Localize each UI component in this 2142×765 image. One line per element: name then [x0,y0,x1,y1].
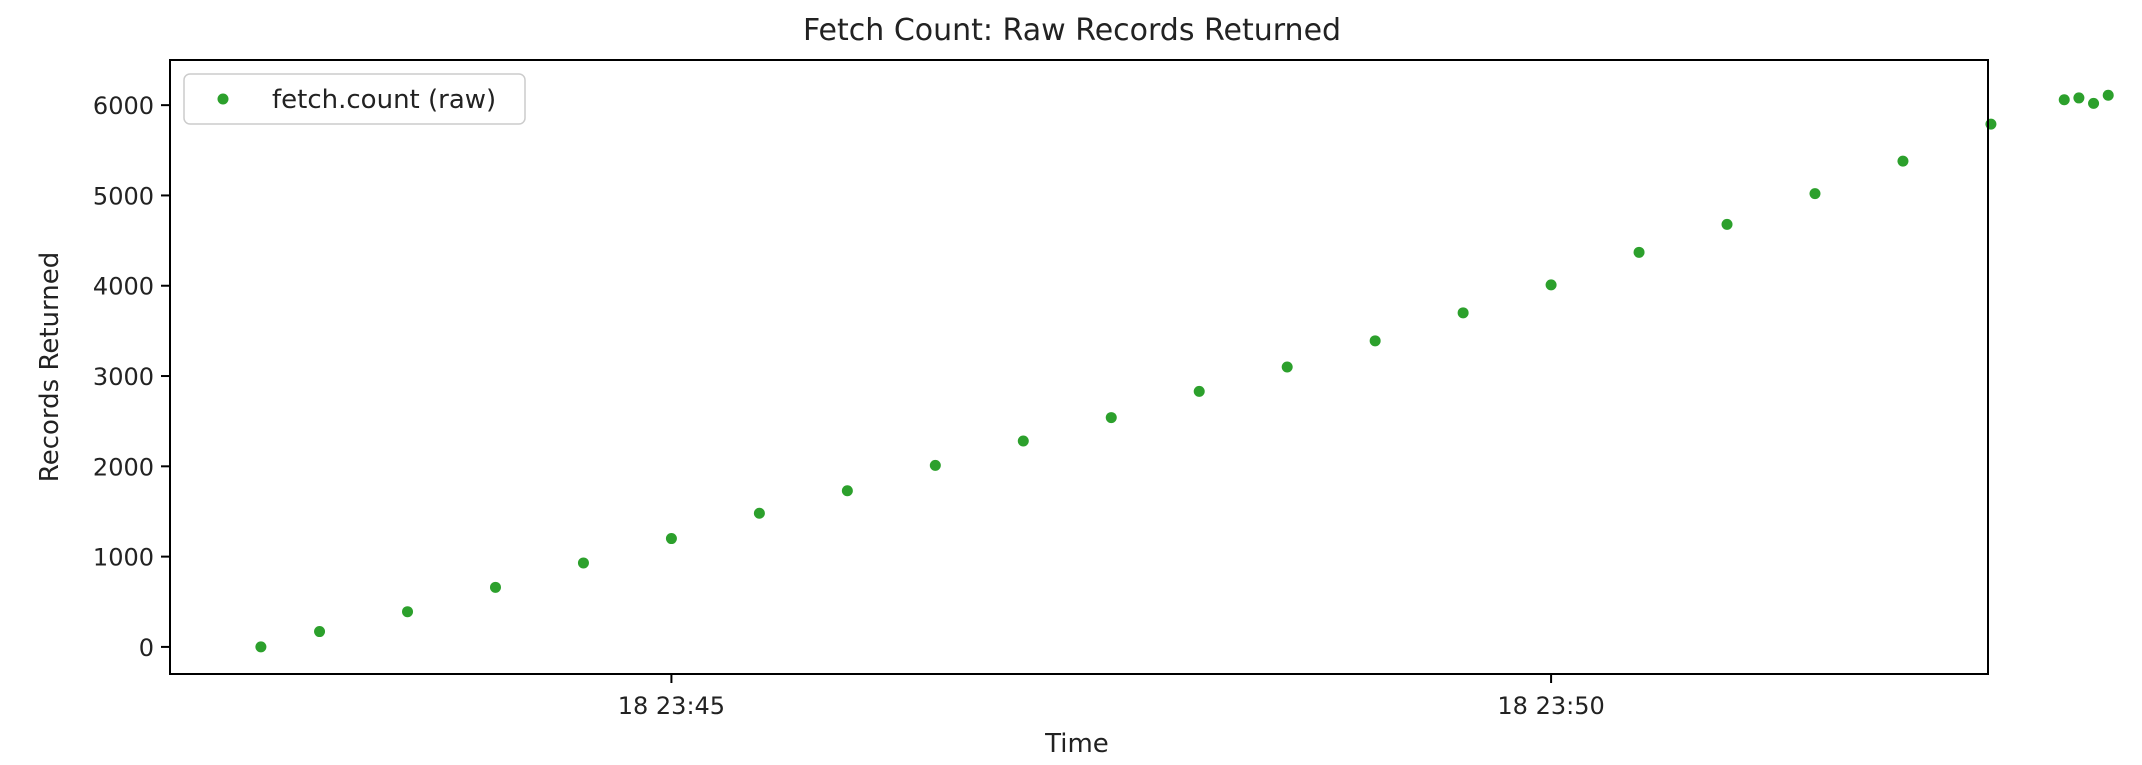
data-point [1721,218,1733,230]
data-point [1545,279,1557,291]
data-point [2102,89,2114,101]
data-point [929,459,941,471]
x-tick-label: 18 23:45 [618,692,725,720]
data-point [489,581,501,593]
y-axis-label: Records Returned [35,252,65,482]
data-point [577,557,589,569]
data-point [314,626,326,638]
y-tick-label: 0 [139,634,154,662]
data-point [2058,94,2070,106]
legend-marker-icon [217,93,229,105]
y-tick-label: 3000 [93,363,154,391]
data-point [841,485,853,497]
data-point [665,533,677,545]
data-point [2088,97,2100,109]
data-point [1633,246,1645,258]
data-point [1897,155,1909,167]
y-axis-ticks: 0 1000 2000 3000 4000 5000 6000 [93,92,170,662]
data-point [1457,307,1469,319]
data-point [2073,92,2085,104]
legend: fetch.count (raw) [183,73,526,125]
data-point [1105,412,1117,424]
y-tick-label: 2000 [93,453,154,481]
y-tick-label: 5000 [93,182,154,210]
legend-label: fetch.count (raw) [272,85,496,115]
x-tick-label: 18 23:50 [1497,692,1604,720]
y-tick-label: 6000 [93,92,154,120]
data-point [1281,361,1293,373]
data-point [1809,188,1821,200]
y-tick-label: 1000 [93,544,154,572]
data-point [255,641,267,653]
legend-box [183,73,526,125]
x-axis-label: Time [1044,729,1109,759]
data-point [753,507,765,519]
x-axis-ticks: 18 23:45 18 23:50 [618,674,1605,720]
chart-title: Fetch Count: Raw Records Returned [803,13,1341,48]
data-points [255,89,2114,653]
y-tick-label: 4000 [93,273,154,301]
data-point [1193,385,1205,397]
data-point [1369,335,1381,347]
data-point [402,606,414,618]
data-point [1017,435,1029,447]
plot-frame [169,59,1989,675]
